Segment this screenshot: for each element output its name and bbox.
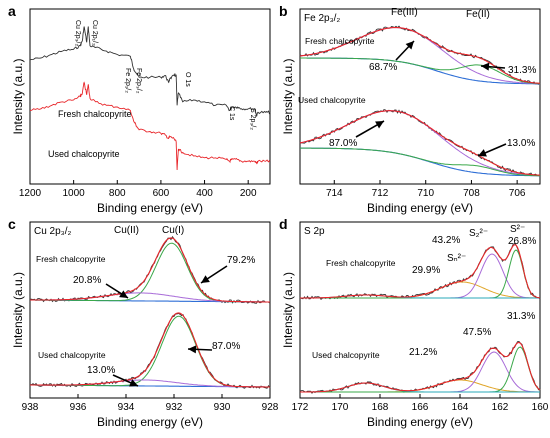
panel-d-used-fit-line xyxy=(300,341,541,393)
panel-c-xtick-label: 938 xyxy=(22,402,39,413)
panel-b-used-fit-line xyxy=(299,110,541,176)
panel-d-used-pct-2: 47.5% xyxy=(463,327,491,338)
panel-b-label: b xyxy=(279,3,288,19)
panel-b-feii-label: Fe(II) xyxy=(466,9,490,20)
panel-b-fresh-component-line xyxy=(300,57,541,85)
panel-a-peak-label: O 1s xyxy=(184,72,191,87)
panel-c-fresh-label: Fresh chalcopyrite xyxy=(36,254,106,264)
panel-b-used-label: Used chalcopyrite xyxy=(298,95,366,105)
panel-b-xtick-label: 706 xyxy=(509,188,526,199)
panel-d-xlabel: Binding energy (eV) xyxy=(367,415,473,429)
panel-d-xtick-label: 162 xyxy=(492,402,509,413)
panel-a-peak-label: S 2p₃/₂ xyxy=(249,108,256,130)
panel-a-peak-label: Fe 2p₃/₂ xyxy=(135,68,142,94)
panel-c-cui-label: Cu(I) xyxy=(162,225,184,236)
panel-c-used-label: Used chalcopyrite xyxy=(38,350,106,360)
panel-c-ylabel: Intensity (a.u.) xyxy=(11,272,25,348)
panel-d-s-label: S²⁻ xyxy=(510,224,525,235)
panel-b-used-arrow-1-head xyxy=(375,121,384,129)
panel-b-used-raw-line xyxy=(299,108,541,177)
panel-b-fresh-pct-2: 31.3% xyxy=(508,65,536,76)
panel-b-ylabel: Intensity (a.u.) xyxy=(281,58,295,134)
panel-c-fresh-arrow-2-head xyxy=(201,275,210,283)
panel-c-cuii-label: Cu(II) xyxy=(114,225,139,236)
panel-a-ylabel: Intensity (a.u.) xyxy=(11,58,25,134)
panel-b-fresh-arrow-2-head xyxy=(481,62,490,71)
panel-a-series-line xyxy=(29,81,271,171)
panel-d-label: d xyxy=(279,216,288,232)
panel-c-xtick-label: 930 xyxy=(214,402,231,413)
panel-c-frame xyxy=(29,221,271,399)
panel-c-xtick-label: 934 xyxy=(118,402,135,413)
panel-d-fresh-pct-1: 29.9% xyxy=(412,265,440,276)
panel-b-fresh-arrow-1-head xyxy=(405,41,414,50)
panel-c-xtick-label: 932 xyxy=(166,402,183,413)
panel-b-used-component-line xyxy=(300,147,540,177)
panel-d-fresh-label: Fresh chalcopyrite xyxy=(326,258,396,268)
panel-b-xlabel: Binding energy (eV) xyxy=(367,201,473,215)
panel-c-used-arrow-1-head xyxy=(129,379,138,387)
panel-a-series-line xyxy=(29,26,271,118)
panel-d-xtick-label: 170 xyxy=(332,402,349,413)
panel-a-xtick-label: 1200 xyxy=(19,188,42,199)
panel-c-used-pct-1: 13.0% xyxy=(87,365,115,376)
panel-b-fresh-fit-line xyxy=(299,27,541,84)
panel-d-title: S 2p xyxy=(304,226,325,237)
panel-d-xtick-label: 166 xyxy=(412,402,429,413)
panel-a-label: a xyxy=(8,3,16,19)
panel-a-fresh-label: Fresh chalcopyrite xyxy=(58,109,132,119)
panel-b-used-pct-2: 13.0% xyxy=(507,138,535,149)
panel-c-fresh-pct-1: 20.8% xyxy=(73,275,101,286)
panel-c-xtick-label: 928 xyxy=(262,402,279,413)
panel-a-used-label: Used chalcopyrite xyxy=(48,149,120,159)
panel-d-ylabel: Intensity (a.u.) xyxy=(281,272,295,348)
panel-a-peak-label: Fe 2p₁/₂ xyxy=(124,68,131,93)
panel-b-title: Fe 2p₃/₂ xyxy=(304,13,340,24)
panel-a-xlabel: Binding energy (eV) xyxy=(97,201,203,215)
panel-b-xtick-label: 712 xyxy=(372,188,389,199)
panel-a-xtick-label: 200 xyxy=(240,188,257,199)
panel-c-xtick-label: 936 xyxy=(70,402,87,413)
panel-b-fresh-pct-1: 68.7% xyxy=(369,62,397,73)
panel-d-s2-label: S₂²⁻ xyxy=(469,228,488,239)
panel-b-used-arrow-2-head xyxy=(478,149,487,157)
panel-a-peak-label: Cu 2p₃/₂ xyxy=(74,20,81,46)
panel-c-fresh-pct-2: 79.2% xyxy=(227,255,255,266)
panel-d-fresh-pct-3: 26.8% xyxy=(508,236,536,247)
panel-b-xtick-label: 714 xyxy=(326,188,343,199)
panel-b-feiii-label: Fe(III) xyxy=(391,7,418,18)
panel-c-fresh-arrow-1-head xyxy=(119,290,128,298)
panel-c-fresh-fit-line xyxy=(30,237,270,303)
panel-d-xtick-label: 172 xyxy=(292,402,309,413)
panel-a-frame xyxy=(29,8,271,185)
panel-a-peak-label: Cu 2p₁/₂ xyxy=(91,20,98,46)
panel-d-fresh-pct-2: 43.2% xyxy=(432,235,460,246)
panel-b-xtick-label: 710 xyxy=(417,188,434,199)
panel-c-used-arrow-2-head xyxy=(188,345,197,354)
panel-d-used-pct-1: 21.2% xyxy=(409,347,437,358)
panel-b-used-pct-1: 87.0% xyxy=(329,138,357,149)
panel-d-xtick-label: 160 xyxy=(532,402,549,413)
panel-a-peak-label: C 1s xyxy=(228,106,235,121)
panel-b-frame xyxy=(299,8,541,185)
panel-d-xtick-label: 168 xyxy=(372,402,389,413)
panel-c-used-fit-line xyxy=(30,312,270,388)
panel-b-fresh-label: Fresh chalcopyrite xyxy=(305,36,375,46)
panel-c-xlabel: Binding energy (eV) xyxy=(97,415,203,429)
panel-d-xtick-label: 164 xyxy=(452,402,469,413)
panel-a-xtick-label: 1000 xyxy=(63,188,86,199)
panel-a-xtick-label: 600 xyxy=(153,188,170,199)
panel-a-xtick-label: 400 xyxy=(196,188,213,199)
panel-c-title: Cu 2p₃/₂ xyxy=(34,226,72,237)
panel-b-xtick-label: 708 xyxy=(463,188,480,199)
panel-a-xtick-label: 800 xyxy=(109,188,126,199)
panel-c-used-pct-2: 87.0% xyxy=(212,341,240,352)
panel-d-sn-label: Sₙ²⁻ xyxy=(447,253,466,264)
panel-d-used-label: Used chalcopyrite xyxy=(312,350,380,360)
panel-d-fresh-fit-line xyxy=(300,244,541,299)
panel-d-used-pct-3: 31.3% xyxy=(507,311,535,322)
panel-d-frame xyxy=(299,221,541,399)
panel-c-label: c xyxy=(8,216,16,232)
